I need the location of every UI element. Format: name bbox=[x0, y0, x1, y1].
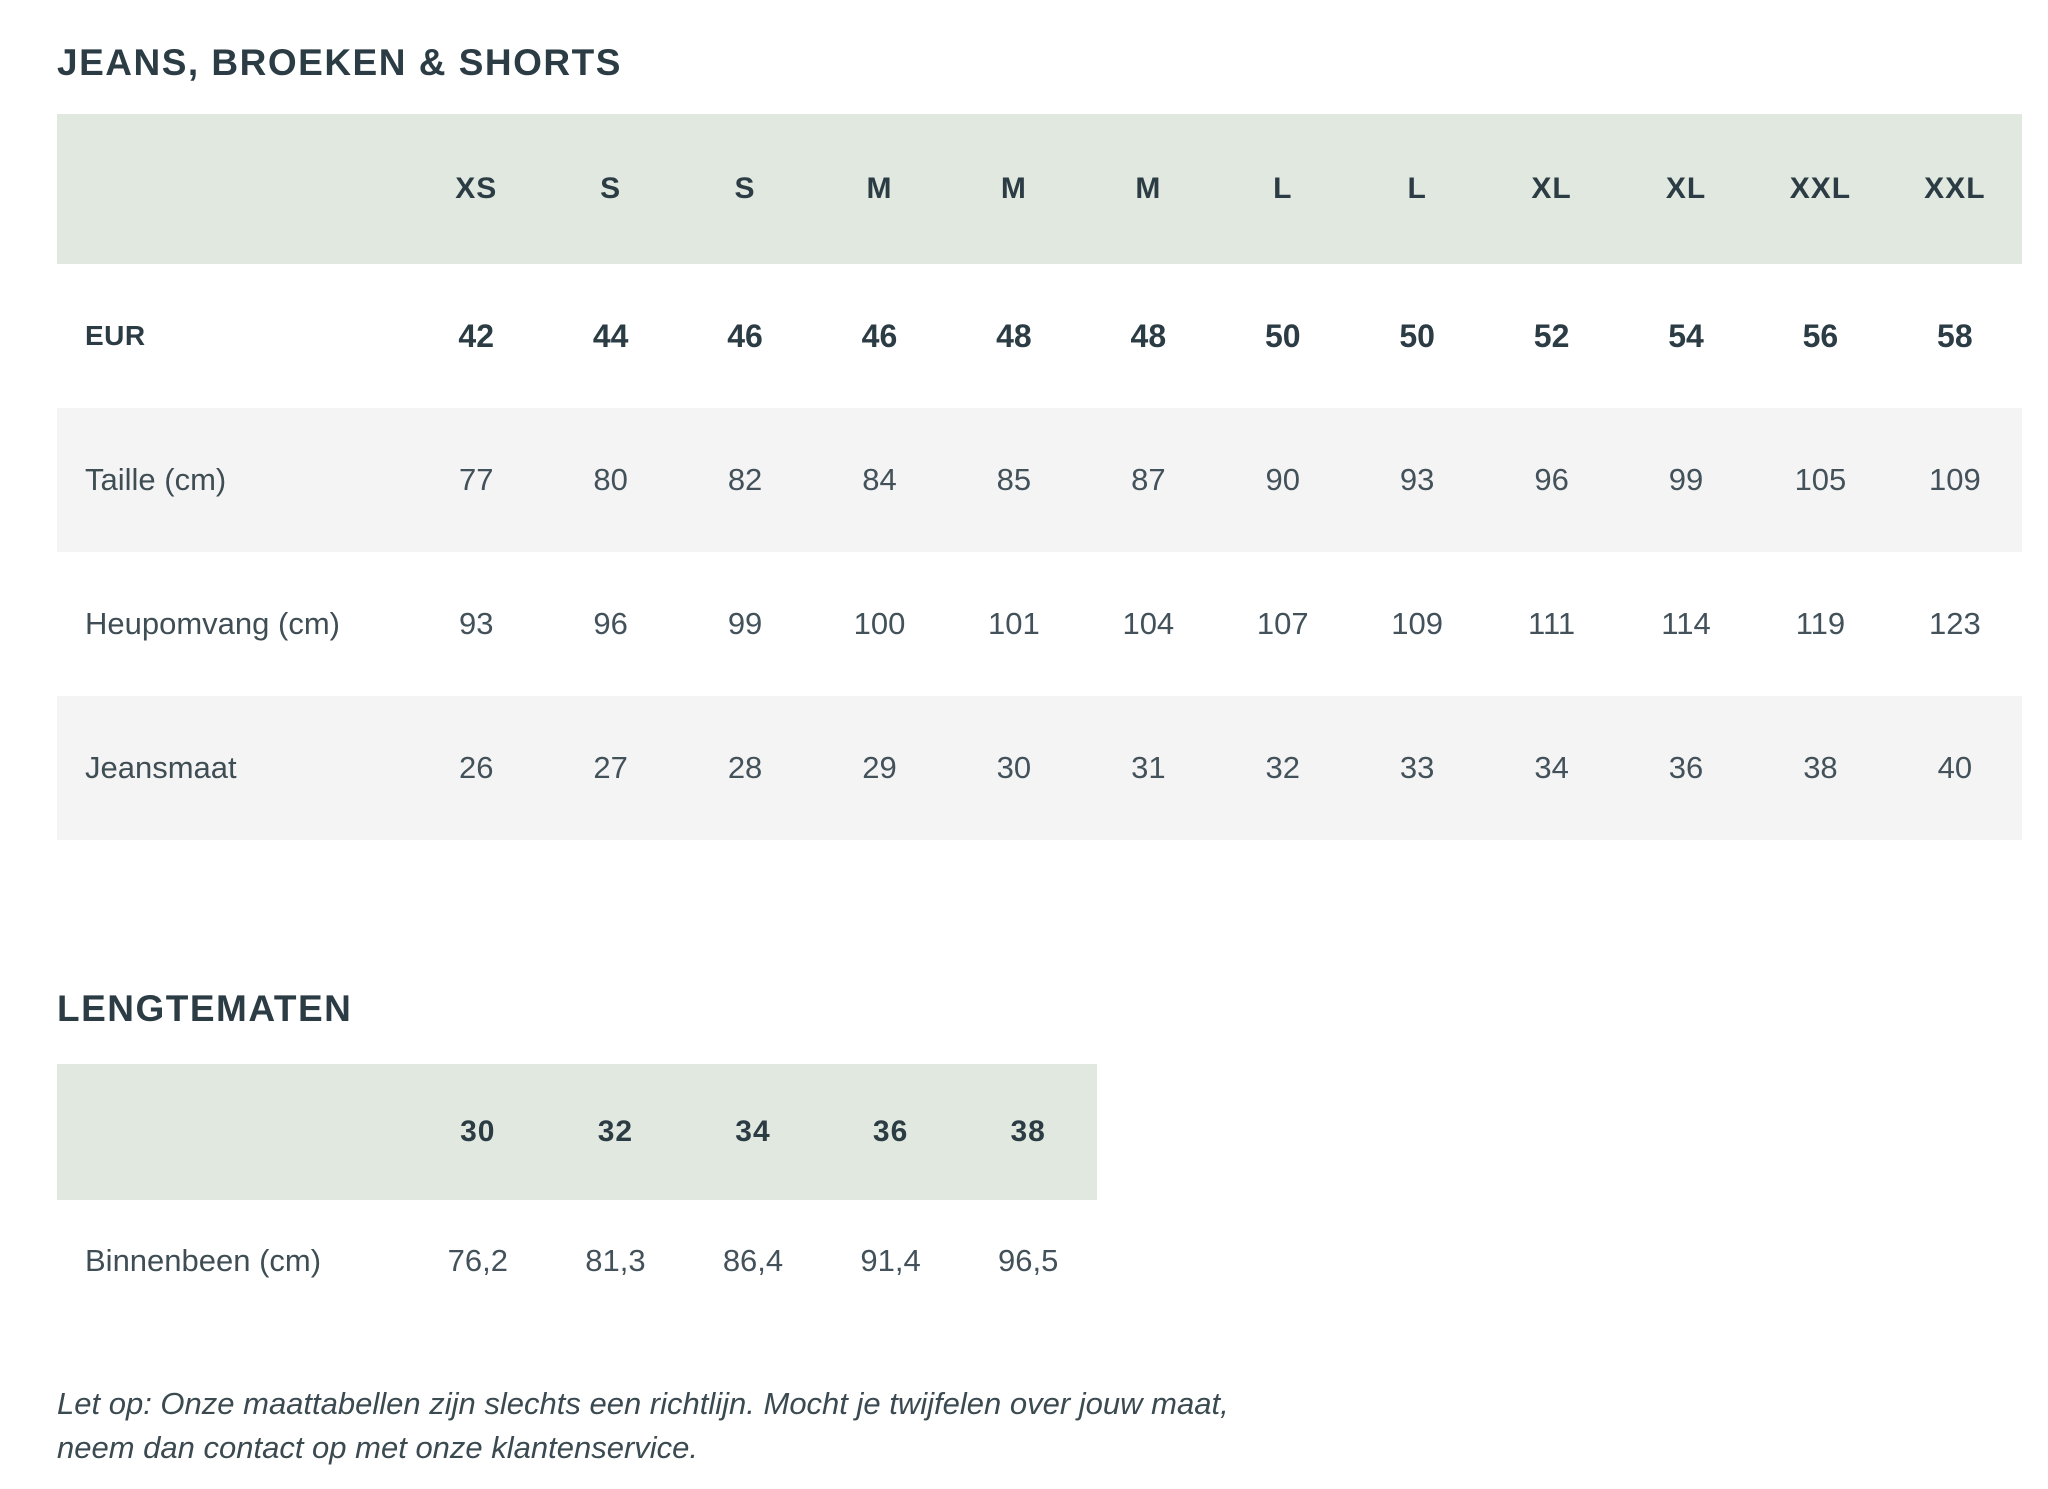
value-cell: 33 bbox=[1399, 750, 1435, 785]
column-header: XL bbox=[1531, 172, 1572, 205]
value-cell: 104 bbox=[1122, 606, 1175, 641]
table-header-row: 30 32 34 36 38 bbox=[57, 1064, 1097, 1200]
column-header: M bbox=[866, 172, 893, 205]
column-header: 34 bbox=[735, 1115, 771, 1148]
column-header: 32 bbox=[597, 1115, 634, 1148]
value-cell: 42 bbox=[458, 317, 494, 354]
table-row: Heupomvang (cm) 93 96 99 100 101 104 107 109 111 1… bbox=[57, 552, 2022, 696]
row-label: Binnenbeen (cm) bbox=[85, 1243, 322, 1278]
column-header: M bbox=[1000, 172, 1027, 205]
value-cell: 101 bbox=[988, 606, 1040, 641]
value-cell: 99 bbox=[1668, 462, 1704, 497]
value-cell: 31 bbox=[1131, 750, 1166, 785]
section-title-jeans: JEANS, BROEKEN & SHORTS bbox=[57, 42, 622, 83]
value-cell: 29 bbox=[862, 750, 897, 785]
table-row: Taille (cm) 77 80 82 84 85 87 90 93 96 99 105 109 bbox=[57, 408, 2022, 552]
value-cell: 58 bbox=[1937, 317, 1973, 354]
value-cell: 40 bbox=[1937, 750, 1973, 785]
column-header: S bbox=[734, 172, 756, 205]
value-cell: 28 bbox=[727, 750, 763, 785]
value-cell: 93 bbox=[1399, 462, 1435, 497]
column-header: XS bbox=[455, 172, 498, 205]
value-cell: 93 bbox=[458, 606, 494, 641]
value-cell: 30 bbox=[996, 750, 1032, 785]
value-cell: 56 bbox=[1802, 317, 1839, 354]
column-header: 30 bbox=[460, 1115, 496, 1148]
disclaimer-note: Let op: Onze maattabellen zijn slechts e… bbox=[57, 1382, 2022, 1470]
value-cell: 50 bbox=[1399, 317, 1435, 354]
row-label: Taille (cm) bbox=[85, 462, 227, 497]
value-cell: 54 bbox=[1668, 317, 1704, 354]
row-label: Jeansmaat bbox=[85, 750, 237, 785]
value-cell: 32 bbox=[1265, 750, 1300, 785]
value-cell: 52 bbox=[1533, 317, 1570, 354]
value-cell: 34 bbox=[1534, 750, 1569, 785]
value-cell: 44 bbox=[592, 317, 629, 354]
value-cell: 100 bbox=[853, 606, 906, 641]
value-cell: 123 bbox=[1928, 606, 1981, 641]
table-row: Jeansmaat 26 27 28 29 30 31 32 33 34 36 38 40 bbox=[57, 696, 2022, 840]
value-cell: 27 bbox=[593, 750, 628, 785]
value-cell: 82 bbox=[727, 462, 763, 497]
value-cell: 46 bbox=[861, 317, 898, 354]
value-cell: 90 bbox=[1265, 462, 1300, 497]
column-header: S bbox=[600, 172, 622, 205]
table-header-row: XS S S M M M L L XL XL XXL XXL bbox=[57, 114, 2022, 264]
value-cell: 86,4 bbox=[722, 1243, 784, 1278]
length-table: 30 32 34 36 38 Binnenbeen (cm) 76,2 81,3 86,4 91,… bbox=[57, 1064, 1097, 1322]
value-cell: 96 bbox=[1534, 462, 1569, 497]
value-cell: 96 bbox=[593, 606, 628, 641]
value-cell: 84 bbox=[862, 462, 897, 497]
value-cell: 48 bbox=[996, 317, 1032, 354]
value-cell: 26 bbox=[458, 750, 494, 785]
value-cell: 85 bbox=[996, 462, 1032, 497]
value-cell: 105 bbox=[1794, 462, 1847, 497]
value-cell: 111 bbox=[1528, 606, 1576, 641]
value-cell: 99 bbox=[727, 606, 763, 641]
row-label: EUR bbox=[85, 320, 146, 351]
column-header: XL bbox=[1665, 172, 1707, 205]
value-cell: 109 bbox=[1391, 606, 1444, 641]
column-header: L bbox=[1273, 172, 1293, 205]
value-cell: 77 bbox=[458, 462, 494, 497]
value-cell: 76,2 bbox=[447, 1243, 508, 1278]
table-row: EUR 42 44 46 46 48 48 50 50 52 54 56 58 bbox=[57, 264, 2022, 408]
row-label: Heupomvang (cm) bbox=[85, 606, 340, 641]
column-header: 36 bbox=[872, 1115, 909, 1148]
value-cell: 80 bbox=[593, 462, 628, 497]
value-cell: 119 bbox=[1795, 606, 1846, 641]
value-cell: 109 bbox=[1928, 462, 1981, 497]
size-table: XS S S M M M L L XL XL XXL XXL EUR 42 44 46 46 48 48 50 50 52… bbox=[57, 114, 2022, 840]
value-cell: 87 bbox=[1131, 462, 1166, 497]
value-cell: 48 bbox=[1130, 317, 1167, 354]
value-cell: 50 bbox=[1264, 317, 1301, 354]
column-header: M bbox=[1135, 172, 1162, 205]
value-cell: 81,3 bbox=[585, 1243, 646, 1278]
value-cell: 46 bbox=[727, 317, 763, 354]
column-header: 38 bbox=[1010, 1115, 1046, 1148]
disclaimer-line-1: Let op: Onze maattabellen zijn slechts e… bbox=[57, 1386, 1229, 1421]
column-header: L bbox=[1407, 172, 1427, 205]
section-title-lengths: LENGTEMATEN bbox=[57, 988, 353, 1029]
column-header: XXL bbox=[1789, 172, 1852, 205]
disclaimer-line-2: neem dan contact op met onze klantenserv… bbox=[57, 1430, 699, 1466]
value-cell: 38 bbox=[1803, 750, 1838, 785]
column-header: XXL bbox=[1924, 172, 1986, 205]
value-cell: 36 bbox=[1668, 750, 1704, 785]
value-cell: 91,4 bbox=[860, 1243, 921, 1278]
value-cell: 96,5 bbox=[998, 1243, 1059, 1278]
value-cell: 107 bbox=[1256, 606, 1309, 641]
table-row: Binnenbeen (cm) 76,2 81,3 86,4 91,4 96,5 bbox=[57, 1200, 1097, 1322]
value-cell: 114 bbox=[1661, 606, 1711, 641]
